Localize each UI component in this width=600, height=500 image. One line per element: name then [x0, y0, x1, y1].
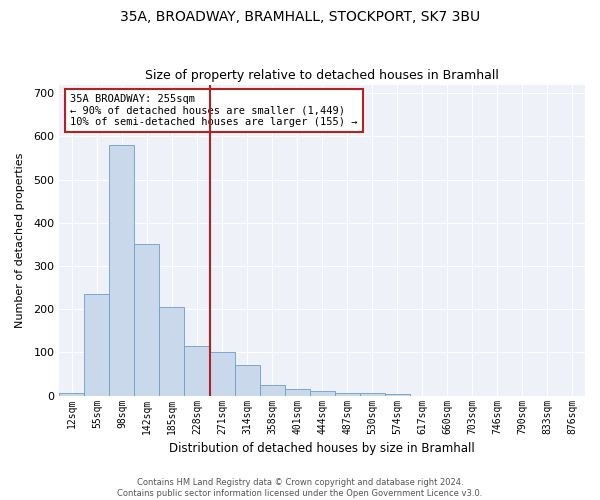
- Bar: [109, 145, 134, 396]
- Bar: [284, 389, 310, 396]
- Text: 35A, BROADWAY, BRAMHALL, STOCKPORT, SK7 3BU: 35A, BROADWAY, BRAMHALL, STOCKPORT, SK7 …: [120, 10, 480, 24]
- Bar: [59, 394, 85, 396]
- Bar: [209, 352, 235, 396]
- X-axis label: Distribution of detached houses by size in Bramhall: Distribution of detached houses by size …: [169, 442, 475, 455]
- Bar: [235, 366, 260, 396]
- Y-axis label: Number of detached properties: Number of detached properties: [15, 152, 25, 328]
- Bar: [160, 307, 184, 396]
- Bar: [385, 394, 410, 396]
- Bar: [184, 346, 209, 396]
- Bar: [360, 394, 385, 396]
- Bar: [85, 294, 109, 396]
- Bar: [335, 394, 360, 396]
- Title: Size of property relative to detached houses in Bramhall: Size of property relative to detached ho…: [145, 69, 499, 82]
- Bar: [310, 392, 335, 396]
- Bar: [260, 385, 284, 396]
- Text: 35A BROADWAY: 255sqm
← 90% of detached houses are smaller (1,449)
10% of semi-de: 35A BROADWAY: 255sqm ← 90% of detached h…: [70, 94, 358, 127]
- Text: Contains HM Land Registry data © Crown copyright and database right 2024.
Contai: Contains HM Land Registry data © Crown c…: [118, 478, 482, 498]
- Bar: [134, 244, 160, 396]
